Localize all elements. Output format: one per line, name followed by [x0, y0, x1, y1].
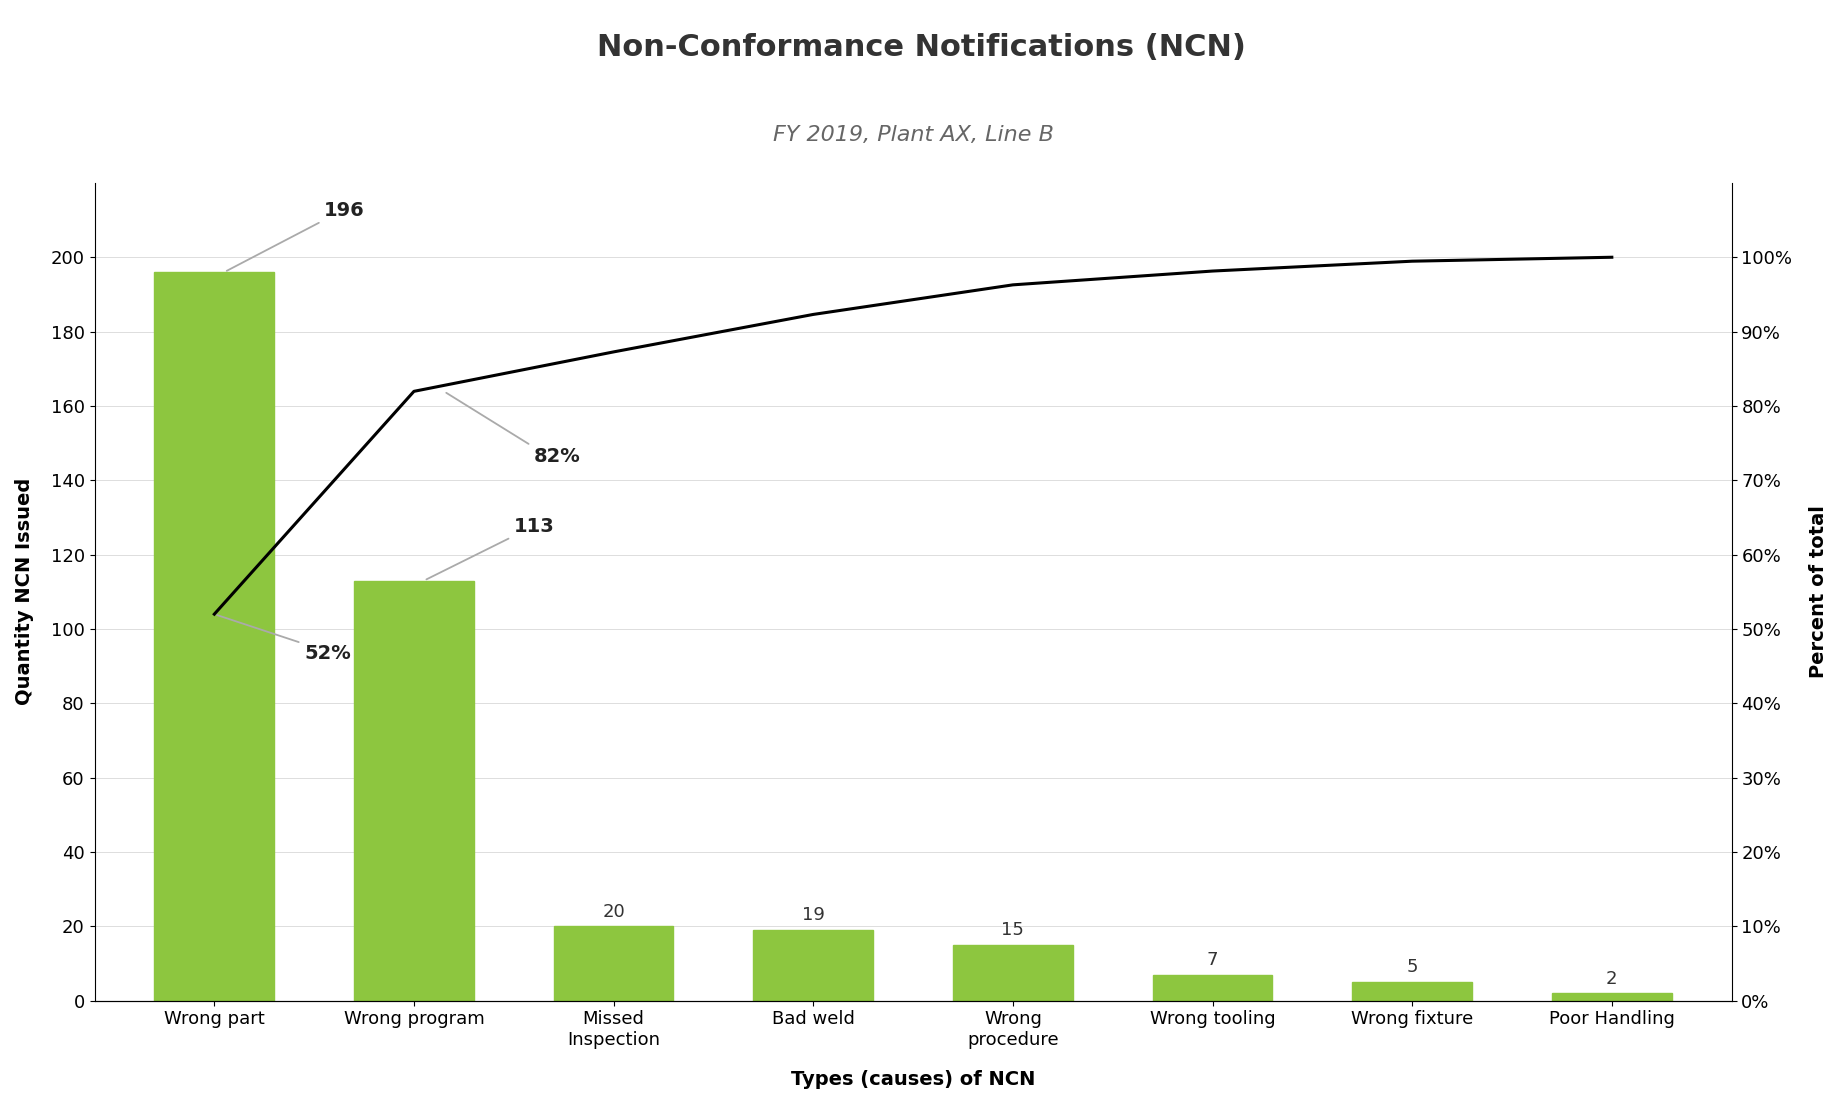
Text: 15: 15: [1001, 922, 1025, 940]
Text: 52%: 52%: [217, 615, 350, 662]
Bar: [553, 926, 673, 1000]
Text: 2: 2: [1605, 969, 1618, 988]
Text: Non-Conformance Notifications (NCN): Non-Conformance Notifications (NCN): [597, 33, 1246, 62]
Y-axis label: Quantity NCN Issued: Quantity NCN Issued: [15, 478, 33, 705]
Bar: [1552, 994, 1672, 1000]
Text: 196: 196: [227, 201, 365, 270]
Text: 113: 113: [426, 517, 555, 580]
Text: 7: 7: [1207, 951, 1218, 969]
Bar: [1152, 975, 1272, 1000]
X-axis label: Types (causes) of NCN: Types (causes) of NCN: [791, 1070, 1036, 1089]
Text: 82%: 82%: [446, 393, 581, 466]
Text: 5: 5: [1406, 958, 1417, 976]
Title: FY 2019, Plant AX, Line B: FY 2019, Plant AX, Line B: [772, 125, 1054, 146]
Text: 19: 19: [802, 906, 824, 924]
Bar: [1353, 983, 1473, 1000]
Bar: [754, 930, 874, 1000]
Bar: [953, 945, 1073, 1000]
Text: 20: 20: [603, 903, 625, 921]
Bar: [155, 272, 275, 1000]
Y-axis label: Percent of total: Percent of total: [1810, 506, 1828, 678]
Bar: [354, 581, 474, 1000]
